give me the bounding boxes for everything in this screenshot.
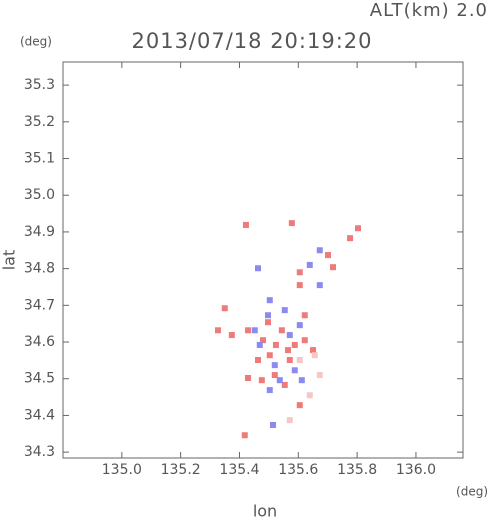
radar-cell [276,377,283,384]
radar-cell [271,362,278,369]
radar-cell [256,341,263,348]
radar-cell [306,392,313,399]
radar-cell [291,341,298,348]
radar-cell [265,319,271,326]
radar-cell [306,261,313,268]
radar-cell [265,312,271,319]
y-tick-label: 34.7 [24,297,55,313]
radar-cell [296,282,303,289]
y-tick-label: 34.5 [24,371,55,387]
radar-cell [266,387,273,394]
y-tick-label: 34.8 [24,261,55,277]
radar-cell [258,377,265,384]
y-axis-label: lat [0,250,19,271]
radar-cell [330,264,336,271]
radar-cell [310,347,316,354]
radar-cell [270,421,276,428]
radar-cell [281,381,288,388]
radar-cell [255,357,261,364]
x-unit: (deg) [456,485,488,499]
y-tick-label: 35.0 [24,187,55,203]
y-tick-label: 35.2 [24,114,55,130]
radar-cell [325,252,331,259]
radar-cell [221,305,228,312]
radar-cell [296,402,303,409]
radar-cell [301,312,308,319]
radar-cell [242,221,249,228]
altitude-label: ALT(km) 2.0 [370,0,488,21]
radar-cell [281,307,288,314]
radar-cell [286,332,293,339]
radar-cell [316,372,323,379]
radar-cell [266,297,273,304]
y-tick-label: 35.1 [24,151,55,167]
x-tick-label: 135.8 [337,462,377,478]
x-tick-label: 136.0 [396,462,436,478]
radar-cell [298,377,305,384]
x-tick-label: 135.6 [278,462,318,478]
x-tick-label: 135.4 [219,462,259,478]
radar-cell [288,220,295,227]
x-axis-label: lon [253,502,277,521]
radar-cell [296,357,303,364]
radar-cell [316,282,323,289]
radar-cell [291,367,298,374]
radar-cell [272,341,279,348]
y-unit: (deg) [20,35,52,49]
radar-cell [245,327,251,334]
radar-cell [286,417,293,424]
radar-cell [271,372,278,379]
radar-cell [266,352,273,359]
radar-cell [355,225,361,232]
radar-cell [296,269,303,276]
radar-cell [215,327,221,334]
radar-cell [251,327,258,334]
y-tick-label: 34.9 [24,224,55,240]
radar-cell [285,347,291,354]
plot-frame [62,61,464,459]
y-tick-label: 34.4 [24,407,55,423]
radar-cell [311,352,318,359]
x-tick-label: 135.2 [161,462,201,478]
radar-cell [301,337,308,344]
radar-cell [255,265,261,272]
radar-cell [296,322,303,329]
y-tick-label: 34.6 [24,334,55,350]
radar-cell [278,327,285,334]
radar-cell [260,337,266,344]
x-tick-label: 135.0 [102,462,142,478]
chart-title: 2013/07/18 20:19:20 [131,29,372,53]
radar-cell [228,332,235,339]
radar-cell [347,235,354,242]
radar-cell [316,247,323,254]
y-tick-label: 35.3 [24,77,55,93]
radar-cell [286,357,293,364]
y-tick-label: 34.3 [24,444,55,460]
radar-cell [241,432,248,439]
radar-cell [245,374,251,381]
